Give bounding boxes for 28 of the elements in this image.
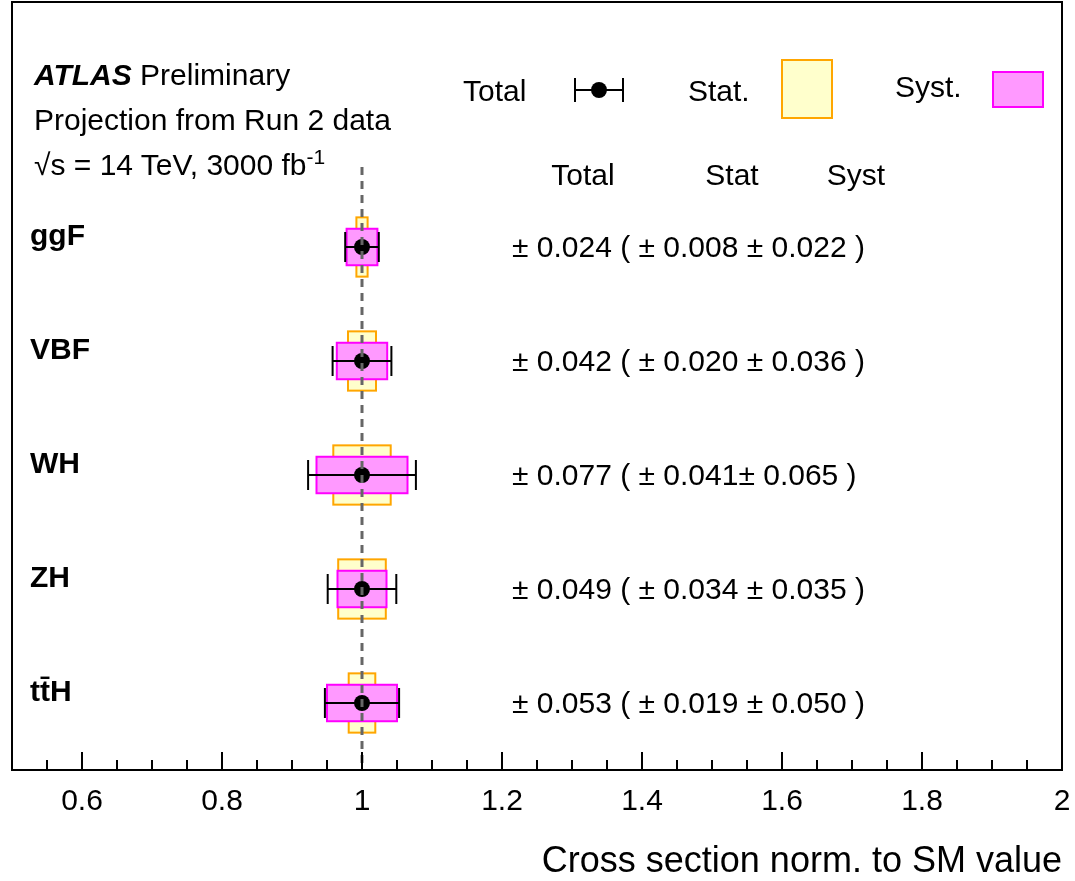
x-tick-label: 1.8 xyxy=(901,783,943,816)
chart-title: ATLAS Preliminary xyxy=(33,58,291,91)
annotation: ± 0.077 ( ± 0.041± 0.065 ) xyxy=(512,458,857,491)
x-tick-label: 2 xyxy=(1053,783,1071,816)
annotation: ± 0.049 ( ± 0.034 ± 0.035 ) xyxy=(512,572,865,605)
y-tick-label: ggF xyxy=(30,218,85,251)
annotation: ± 0.053 ( ± 0.019 ± 0.050 ) xyxy=(512,686,865,719)
y-tick-label: ZH xyxy=(30,560,70,593)
annotation: Stat xyxy=(705,158,760,191)
y-tick-label: tt̄H xyxy=(30,674,72,707)
annotation: ± 0.042 ( ± 0.020 ± 0.036 ) xyxy=(512,344,865,377)
x-tick-label: 0.6 xyxy=(61,783,103,816)
annotation: √s = 14 TeV, 3000 fb$^{-1}$ xyxy=(34,144,326,181)
x-tick-label: 1.6 xyxy=(761,783,803,816)
x-tick-label: 1 xyxy=(353,783,371,816)
x-tick-label: 1.2 xyxy=(481,783,523,816)
y-tick-label: VBF xyxy=(30,332,90,365)
x-axis-title: Cross section norm. to SM value xyxy=(541,839,1062,880)
legend-label: Syst. xyxy=(895,70,962,103)
annotation: ± 0.024 ( ± 0.008 ± 0.022 ) xyxy=(512,230,865,263)
legend-label: Stat. xyxy=(688,74,750,107)
legend-label: Total xyxy=(463,74,527,107)
annotation: Total xyxy=(551,158,615,191)
y-tick-label: WH xyxy=(30,446,80,479)
annotation: Syst xyxy=(826,158,886,191)
x-tick-label: 1.4 xyxy=(621,783,663,816)
x-tick-label: 0.8 xyxy=(201,783,243,816)
chart-subtitle: Projection from Run 2 data xyxy=(34,103,392,136)
